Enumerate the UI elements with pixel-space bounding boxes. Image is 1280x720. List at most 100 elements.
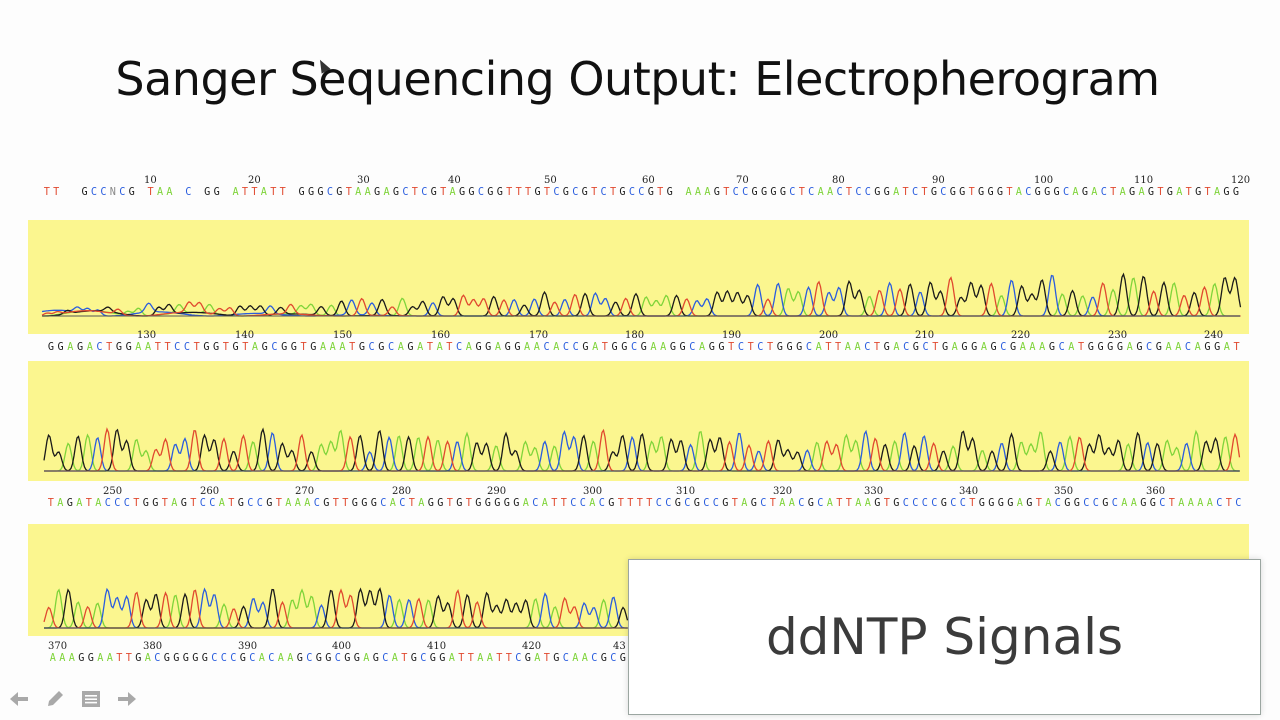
base-position-label: 30 <box>357 175 370 186</box>
base-call: T <box>279 187 286 198</box>
base-call: G <box>204 187 211 198</box>
base-position-label: 80 <box>832 175 845 186</box>
base-call: G <box>978 498 985 509</box>
base-call: C <box>326 187 333 198</box>
arrow-left-icon[interactable] <box>8 688 30 710</box>
callout-box: ddNTP Signals <box>628 559 1261 715</box>
base-call: T <box>332 498 339 509</box>
base-call: G <box>750 498 757 509</box>
base-call: C <box>114 498 121 509</box>
base-call: A <box>541 498 548 509</box>
base-call: G <box>427 498 434 509</box>
base-call: C <box>665 498 672 509</box>
base-call: T <box>116 653 123 664</box>
base-call: C <box>732 187 739 198</box>
base-call: G <box>468 187 475 198</box>
base-call: C <box>562 342 569 353</box>
base-call: C <box>931 498 938 509</box>
base-call: G <box>115 342 122 353</box>
base-call: C <box>798 498 805 509</box>
base-call: A <box>277 653 284 664</box>
trace-A-row-2 <box>44 429 1240 472</box>
base-call: T <box>1006 187 1013 198</box>
base-call: C <box>940 187 947 198</box>
base-call: T <box>1168 498 1175 509</box>
pen-icon[interactable] <box>44 688 66 710</box>
base-call: G <box>66 498 73 509</box>
base-call: T <box>601 342 608 353</box>
base-position-label: 110 <box>1134 175 1154 186</box>
base-call: T <box>873 342 880 353</box>
base-call: G <box>142 498 149 509</box>
base-call: C <box>185 187 192 198</box>
base-call: G <box>1026 498 1033 509</box>
base-call: G <box>1232 187 1239 198</box>
base-call: T <box>657 187 664 198</box>
base-call: C <box>598 498 605 509</box>
base-call: G <box>514 342 521 353</box>
base-call: C <box>579 498 586 509</box>
base-call: G <box>456 498 463 509</box>
base-call: T <box>496 653 503 664</box>
base-call: C <box>902 498 909 509</box>
base-call: T <box>47 498 54 509</box>
base-call: T <box>342 498 349 509</box>
base-call: T <box>747 342 754 353</box>
base-call: G <box>990 342 997 353</box>
base-call: C <box>610 653 617 664</box>
base-position-label: 230 <box>1108 330 1128 341</box>
base-call: A <box>86 342 93 353</box>
base-call: C <box>864 342 871 353</box>
base-position-label: 280 <box>392 486 412 497</box>
menu-icon[interactable] <box>80 688 102 710</box>
base-call: A <box>448 653 455 664</box>
base-position-label: 60 <box>642 175 655 186</box>
base-call: A <box>76 498 83 509</box>
base-call: G <box>1087 342 1094 353</box>
base-call: T <box>85 498 92 509</box>
base-call: C <box>757 342 764 353</box>
base-call: T <box>525 187 532 198</box>
base-call: A <box>287 653 294 664</box>
base-call: G <box>893 498 900 509</box>
base-call: A <box>581 653 588 664</box>
base-call: C <box>655 498 662 509</box>
base-call: A <box>980 342 987 353</box>
base-call: A <box>97 653 104 664</box>
base-call: T <box>222 342 229 353</box>
base-call: G <box>430 187 437 198</box>
base-call: G <box>344 653 351 664</box>
base-call: G <box>307 187 314 198</box>
base-call: G <box>503 498 510 509</box>
base-call: G <box>1064 498 1071 509</box>
base-call: G <box>807 498 814 509</box>
base-call: C <box>199 498 206 509</box>
arrow-right-icon[interactable] <box>116 688 138 710</box>
base-call: A <box>592 342 599 353</box>
base-call: C <box>100 187 107 198</box>
base-position-label: 210 <box>915 330 935 341</box>
base-call: G <box>484 498 491 509</box>
base-call: G <box>674 498 681 509</box>
base-call: T <box>883 498 890 509</box>
base-call: G <box>163 653 170 664</box>
base-call: T <box>133 498 140 509</box>
base-call: C <box>368 342 375 353</box>
base-call: G <box>779 187 786 198</box>
base-call: G <box>135 653 142 664</box>
base-call: G <box>323 498 330 509</box>
base-call: G <box>1081 187 1088 198</box>
base-call: T <box>921 187 928 198</box>
base-call: G <box>611 342 618 353</box>
base-call: C <box>402 187 409 198</box>
base-call: G <box>182 653 189 664</box>
base-call: C <box>789 187 796 198</box>
base-call: T <box>465 498 472 509</box>
base-call: A <box>364 187 371 198</box>
base-position-label: 270 <box>295 486 315 497</box>
base-call: T <box>1078 342 1085 353</box>
base-position-label: 340 <box>959 486 979 497</box>
base-call: G <box>239 653 246 664</box>
